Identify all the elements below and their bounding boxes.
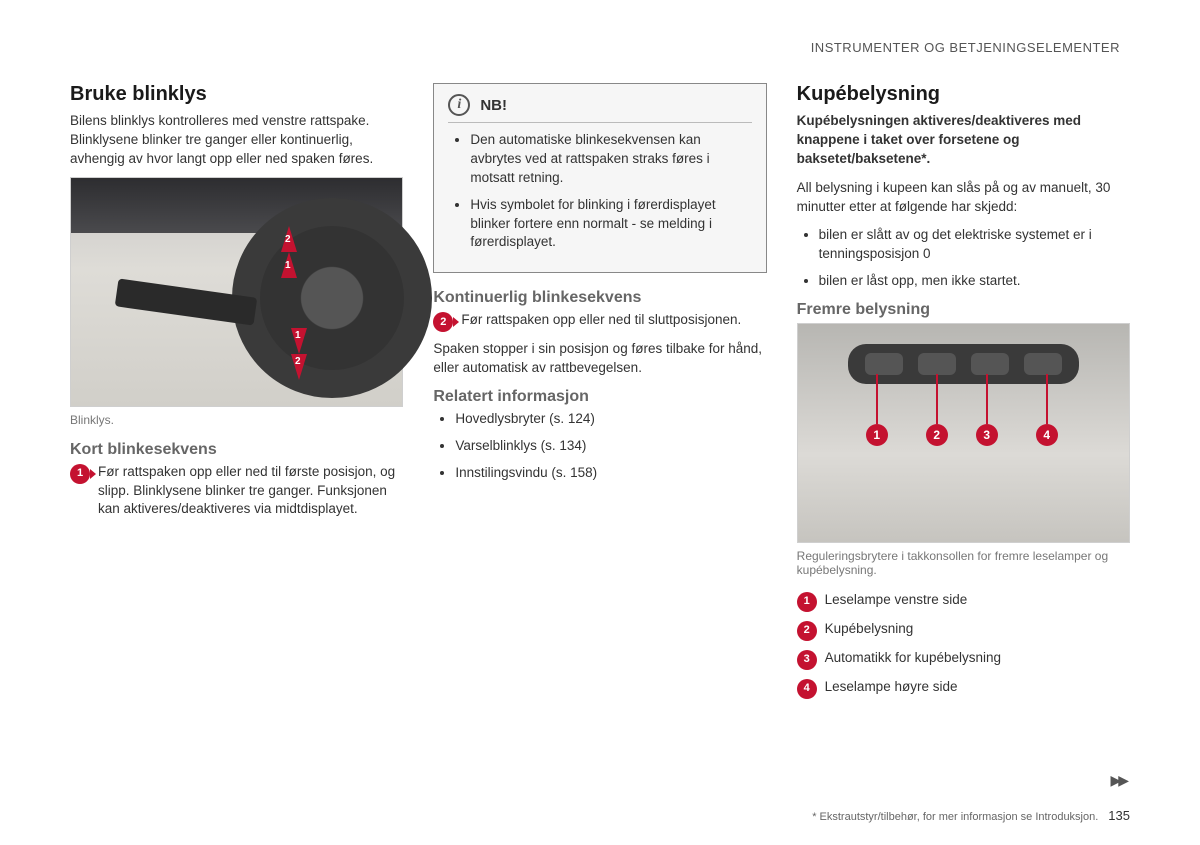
page-footer: * Ekstrautstyr/tilbehør, for mer informa… <box>70 808 1130 823</box>
page-number: 135 <box>1108 808 1130 823</box>
note-list: Den automatiske blinkesekvensen kan avbr… <box>448 131 751 252</box>
related-item: Hovedlysbryter (s. 124) <box>455 410 766 429</box>
note-item: Den automatiske blinkesekvensen kan avbr… <box>470 131 751 188</box>
legend-badge: 4 <box>797 679 817 699</box>
step-2-text: Før rattspaken opp eller ned til sluttpo… <box>461 311 741 332</box>
subheading-fremre: Fremre belysning <box>797 301 1130 319</box>
note-box: i NB! Den automatiske blinkesekvensen ka… <box>433 83 766 273</box>
subheading-kontinuerlig: Kontinuerlig blinkesekvens <box>433 289 766 307</box>
callout-1: 1 <box>866 424 888 446</box>
kupe-bullets: bilen er slått av og det elektriske syst… <box>797 226 1130 291</box>
heading-blinklys: Bruke blinklys <box>70 83 403 106</box>
legend-item: 3 Automatikk for kupébelysning <box>797 649 1130 670</box>
related-item: Varselblinklys (s. 134) <box>455 437 766 456</box>
kupe-body: All belysning i kupeen kan slås på og av… <box>797 179 1130 217</box>
arrow-up-1-label: 1 <box>285 260 291 271</box>
callout-3: 3 <box>976 424 998 446</box>
heading-kupe: Kupébelysning <box>797 83 1130 106</box>
callout-4: 4 <box>1036 424 1058 446</box>
related-list: Hovedlysbryter (s. 124) Varselblinklys (… <box>433 410 766 483</box>
step-1: 1 Før rattspaken opp eller ned til først… <box>70 463 403 520</box>
info-icon: i <box>448 94 470 116</box>
callout-line <box>1046 374 1048 424</box>
column-left: Bruke blinklys Bilens blinklys kontrolle… <box>70 83 403 707</box>
note-item: Hvis symbolet for blinking i førerdispla… <box>470 196 751 253</box>
legend-badge: 2 <box>797 621 817 641</box>
console-panel <box>848 344 1079 384</box>
console-button <box>865 353 903 375</box>
content-columns: Bruke blinklys Bilens blinklys kontrolle… <box>70 83 1130 707</box>
callout-line <box>876 374 878 424</box>
kupe-bullet: bilen er låst opp, men ikke startet. <box>819 272 1130 291</box>
column-right: Kupébelysning Kupébelysningen aktiveres/… <box>797 83 1130 707</box>
legend-item: 4 Leselampe høyre side <box>797 678 1130 699</box>
note-head: i NB! <box>448 94 751 123</box>
subheading-kort-blink: Kort blinkesekvens <box>70 441 403 459</box>
chapter-header: INSTRUMENTER OG BETJENINGSELEMENTER <box>70 40 1130 55</box>
callout-2: 2 <box>926 424 948 446</box>
legend-text: Leselampe venstre side <box>825 591 968 612</box>
arrow-down-1-label: 1 <box>295 330 301 341</box>
related-item: Innstilingsvindu (s. 158) <box>455 464 766 483</box>
column-middle: i NB! Den automatiske blinkesekvensen ka… <box>433 83 766 707</box>
kupe-bold-intro: Kupébelysningen aktiveres/deaktiveres me… <box>797 112 1130 169</box>
legend-item: 2 Kupébelysning <box>797 620 1130 641</box>
note-title: NB! <box>480 97 507 114</box>
step-1-badge: 1 <box>70 464 90 484</box>
step-2: 2 Før rattspaken opp eller ned til slutt… <box>433 311 766 332</box>
continued-icon: ▶▶ <box>1110 772 1126 789</box>
legend-text: Leselampe høyre side <box>825 678 958 699</box>
step-1-text: Før rattspaken opp eller ned til første … <box>98 463 403 520</box>
legend-text: Kupébelysning <box>825 620 914 641</box>
step-2-badge: 2 <box>433 312 453 332</box>
intro-blinklys: Bilens blinklys kontrolleres med venstre… <box>70 112 403 169</box>
figure-turn-stalk: 2 1 1 2 <box>70 177 403 407</box>
arrow-up-2-label: 2 <box>285 234 291 245</box>
legend-badge: 1 <box>797 592 817 612</box>
console-button <box>971 353 1009 375</box>
figure-caption-console: Reguleringsbrytere i takkonsollen for fr… <box>797 549 1130 577</box>
figure-caption-blinklys: Blinklys. <box>70 413 403 427</box>
body-stalk-return: Spaken stopper i sin posisjon og føres t… <box>433 340 766 378</box>
footnote: * Ekstrautstyr/tilbehør, for mer informa… <box>812 811 1098 823</box>
steering-wheel-shape <box>232 198 432 398</box>
figure-overhead-console: 1 2 3 4 <box>797 323 1130 543</box>
kupe-bullet: bilen er slått av og det elektriske syst… <box>819 226 1130 264</box>
arrow-down-2-label: 2 <box>295 356 301 367</box>
subheading-related: Relatert informasjon <box>433 388 766 406</box>
console-button <box>918 353 956 375</box>
callout-line <box>986 374 988 424</box>
callout-line <box>936 374 938 424</box>
legend-text: Automatikk for kupébelysning <box>825 649 1001 670</box>
console-button <box>1024 353 1062 375</box>
legend-badge: 3 <box>797 650 817 670</box>
legend-item: 1 Leselampe venstre side <box>797 591 1130 612</box>
